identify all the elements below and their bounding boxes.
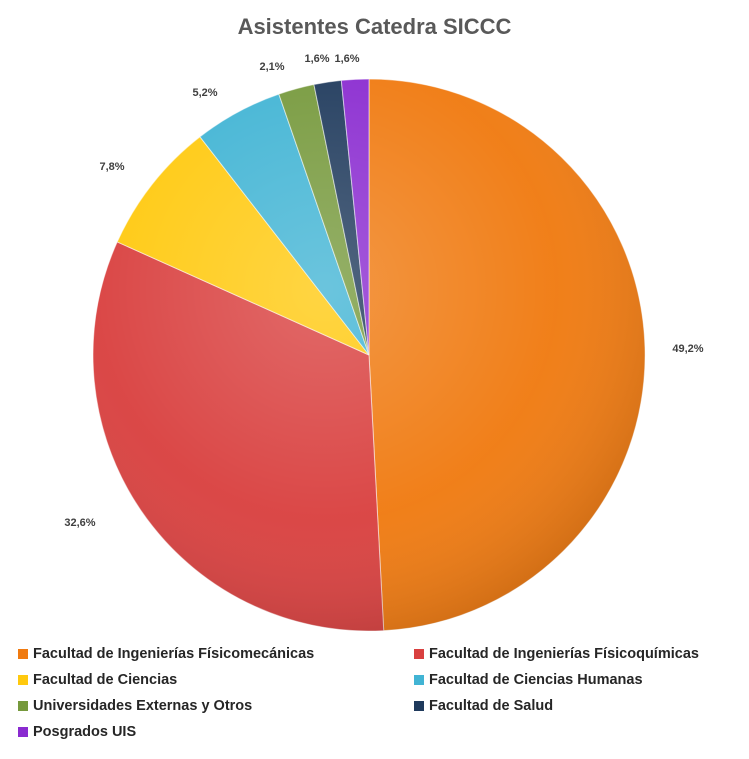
legend-item: Facultad de Ciencias xyxy=(18,672,177,688)
pie-chart: 49,2% 32,6% 7,8% 5,2% 2,1% 1,6% 1,6% xyxy=(64,53,704,632)
legend-label: Universidades Externas y Otros xyxy=(33,698,253,714)
legend-item: Facultad de Ciencias Humanas xyxy=(414,672,643,688)
pie-slice xyxy=(368,78,646,632)
legend-label: Facultad de Ingenierías Físicomecánicas xyxy=(33,646,315,662)
legend-item: Facultad de Ingenierías Físicoquímicas xyxy=(414,646,699,662)
legend-swatch xyxy=(18,675,28,685)
legend-swatch xyxy=(414,701,424,711)
legend-label: Facultad de Salud xyxy=(429,698,554,714)
legend-item: Posgrados UIS xyxy=(18,724,136,740)
slice-value-label: 1,6% xyxy=(304,53,329,65)
legend-swatch xyxy=(18,727,28,737)
pie-labels: 49,2% 32,6% 7,8% 5,2% 2,1% 1,6% 1,6% xyxy=(64,53,703,529)
legend: Facultad de Ingenierías Físicomecánicas F… xyxy=(0,640,749,759)
slice-value-label: 5,2% xyxy=(192,87,217,99)
legend-swatch xyxy=(18,701,28,711)
legend-swatch xyxy=(18,649,28,659)
slice-value-label: 32,6% xyxy=(64,517,95,529)
slice-value-label: 2,1% xyxy=(259,61,284,73)
legend-label: Facultad de Ciencias xyxy=(33,672,178,688)
legend-swatch xyxy=(414,675,424,685)
legend-item: Facultad de Salud xyxy=(414,698,553,714)
chart-title: Asistentes Catedra SICCC xyxy=(237,14,512,39)
slice-value-label: 7,8% xyxy=(99,161,124,173)
pie-slices xyxy=(92,78,646,632)
slice-value-label: 1,6% xyxy=(334,53,359,65)
legend-item: Universidades Externas y Otros xyxy=(18,698,252,714)
legend-label: Facultad de Ingenierías Físicoquímicas xyxy=(429,646,699,662)
legend-label: Posgrados UIS xyxy=(33,724,137,740)
slice-value-label: 49,2% xyxy=(672,343,703,355)
legend-label: Facultad de Ciencias Humanas xyxy=(429,672,643,688)
legend-item: Facultad de Ingenierías Físicomecánicas xyxy=(18,646,314,662)
legend-swatch xyxy=(414,649,424,659)
